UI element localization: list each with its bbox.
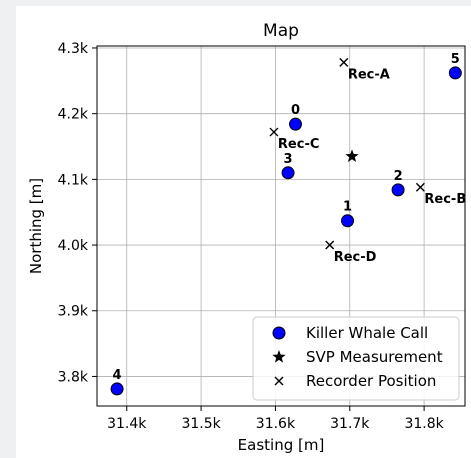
x-marker-stroke xyxy=(269,127,279,137)
whale-call-point xyxy=(110,382,124,396)
legend-label: Killer Whale Call xyxy=(306,324,428,342)
x-tick-label: 31.4k xyxy=(107,416,147,432)
whale-call-label: 2 xyxy=(394,169,403,184)
whale-call-label: 0 xyxy=(291,103,300,118)
plot-frame xyxy=(96,45,466,407)
y-tick-label: 4.0k xyxy=(58,238,89,254)
legend-marker xyxy=(272,326,286,340)
chart-figure: Map 0 1 2 3 4 5 Rec-A Rec-B Rec-C Rec-D 31.4k 31.5… xyxy=(16,6,471,458)
scatter-chart: Map 0 1 2 3 4 5 Rec-A Rec-B Rec-C Rec-D 31.4k 31.5… xyxy=(27,21,467,454)
recorder-label: Rec-C xyxy=(278,137,319,152)
data-markers xyxy=(110,57,462,396)
recorder-position-point xyxy=(325,240,335,250)
whale-call-point xyxy=(288,117,302,131)
recorder-label: Rec-A xyxy=(348,67,390,82)
x-tick-label: 31.6k xyxy=(256,416,296,432)
y-tick-label: 4.1k xyxy=(58,172,89,188)
x-marker-stroke xyxy=(274,376,284,386)
x-marker-stroke xyxy=(325,240,335,250)
x-tick-label: 31.8k xyxy=(404,416,444,432)
whale-call-label: 4 xyxy=(113,368,122,383)
x-marker-stroke xyxy=(415,182,425,192)
x-tick-label: 31.7k xyxy=(330,416,370,432)
legend-label: SVP Measurement xyxy=(306,348,443,366)
y-tick-label: 4.2k xyxy=(58,107,89,123)
recorder-label: Rec-D xyxy=(334,250,377,265)
x-marker-stroke xyxy=(339,57,349,67)
svp-measurement-point xyxy=(345,149,359,163)
whale-call-label: 5 xyxy=(451,52,460,67)
point-annotations: 0 1 2 3 4 5 Rec-A Rec-B Rec-C Rec-D xyxy=(113,52,467,383)
whale-call-label: 3 xyxy=(284,152,293,167)
legend-box xyxy=(252,316,460,401)
y-tick-label: 4.3k xyxy=(58,41,89,57)
legend-marker xyxy=(274,376,284,386)
y-axis-ticks: 3.8k 3.9k 4.0k 4.1k 4.2k 4.3k xyxy=(58,41,97,385)
recorder-position-point xyxy=(339,57,349,67)
x-axis-title: Easting [m] xyxy=(238,436,325,454)
whale-call-point xyxy=(448,66,462,80)
legend-label: Recorder Position xyxy=(306,372,436,390)
y-tick-label: 3.9k xyxy=(58,304,89,320)
y-tick-label: 3.8k xyxy=(58,369,89,385)
whale-call-point xyxy=(341,214,355,228)
recorder-position-point xyxy=(415,182,425,192)
whale-call-point xyxy=(281,166,295,180)
recorder-position-point xyxy=(269,127,279,137)
recorder-label: Rec-B xyxy=(424,192,466,207)
legend-marker xyxy=(272,350,286,363)
y-axis-title: Northing [m] xyxy=(27,178,45,274)
x-tick-label: 31.5k xyxy=(181,416,221,432)
whale-call-label: 1 xyxy=(343,200,352,215)
legend: Killer Whale Call SVP Measurement Recorder… xyxy=(252,316,460,401)
x-axis-ticks: 31.4k 31.5k 31.6k 31.7k 31.8k xyxy=(107,406,445,432)
whale-call-point xyxy=(391,183,405,197)
chart-title: Map xyxy=(263,21,299,41)
